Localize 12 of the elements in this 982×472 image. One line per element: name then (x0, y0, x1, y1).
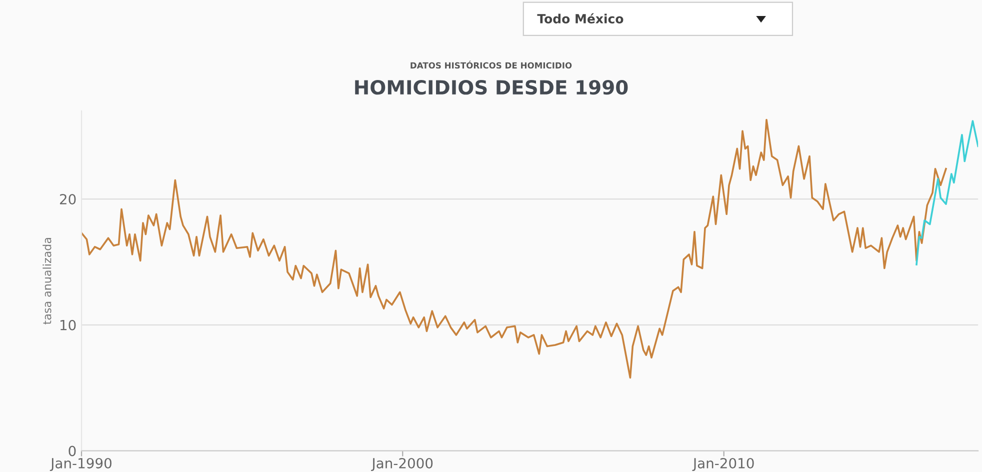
x-tick-label: Jan-2010 (692, 458, 754, 472)
y-axis-title: tasa anualizada (42, 238, 52, 324)
line-series (916, 120, 978, 266)
x-tick-label: Jan-1990 (50, 458, 112, 472)
y-tick-label: 10 (60, 320, 76, 330)
x-tick-label: Jan-2000 (371, 458, 433, 472)
line-series (82, 118, 947, 379)
text: Todo México (537, 13, 624, 24)
chart-subtitle: DATOS HISTÓRICOS DE HOMICIDIO (410, 60, 572, 69)
y-tick-label: 0 (68, 446, 76, 456)
chart-title: HOMICIDIOS DESDE 1990 (355, 80, 628, 95)
y-tick-label: 20 (60, 194, 76, 204)
